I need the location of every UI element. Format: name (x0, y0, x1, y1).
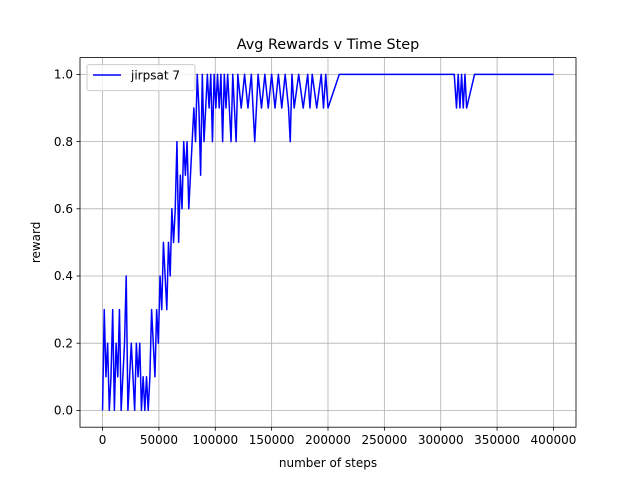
y-tick-label: 0.4 (54, 269, 73, 283)
x-tick-label: 200000 (305, 433, 351, 447)
y-tick-label: 1.0 (54, 68, 73, 82)
x-tick-label: 100000 (192, 433, 238, 447)
y-tick-label: 0.2 (54, 336, 73, 350)
x-tick-label: 400000 (531, 433, 577, 447)
x-axis-label: number of steps (279, 456, 377, 470)
chart-title: Avg Rewards v Time Step (237, 37, 420, 53)
y-tick-label: 0.8 (54, 135, 73, 149)
x-tick-label: 250000 (361, 433, 407, 447)
series-line-0 (101, 73, 554, 412)
x-tick-label: 350000 (474, 433, 520, 447)
plot-area (101, 73, 554, 412)
legend-label: jirpsat 7 (130, 69, 180, 83)
x-tick-label: 50000 (140, 433, 178, 447)
y-axis-label: reward (29, 222, 43, 264)
grid-lines (80, 57, 576, 428)
x-tick-label: 150000 (249, 433, 295, 447)
y-tick-label: 0.0 (54, 404, 73, 418)
legend: jirpsat 7 (86, 64, 196, 92)
axis-ticks: 0 50000 100000 150000 200000 250000 300000 3500… (54, 68, 576, 448)
legend-box (86, 64, 196, 92)
x-tick-label: 0 (99, 433, 107, 447)
y-tick-label: 0.6 (54, 202, 73, 216)
x-tick-label: 300000 (418, 433, 464, 447)
